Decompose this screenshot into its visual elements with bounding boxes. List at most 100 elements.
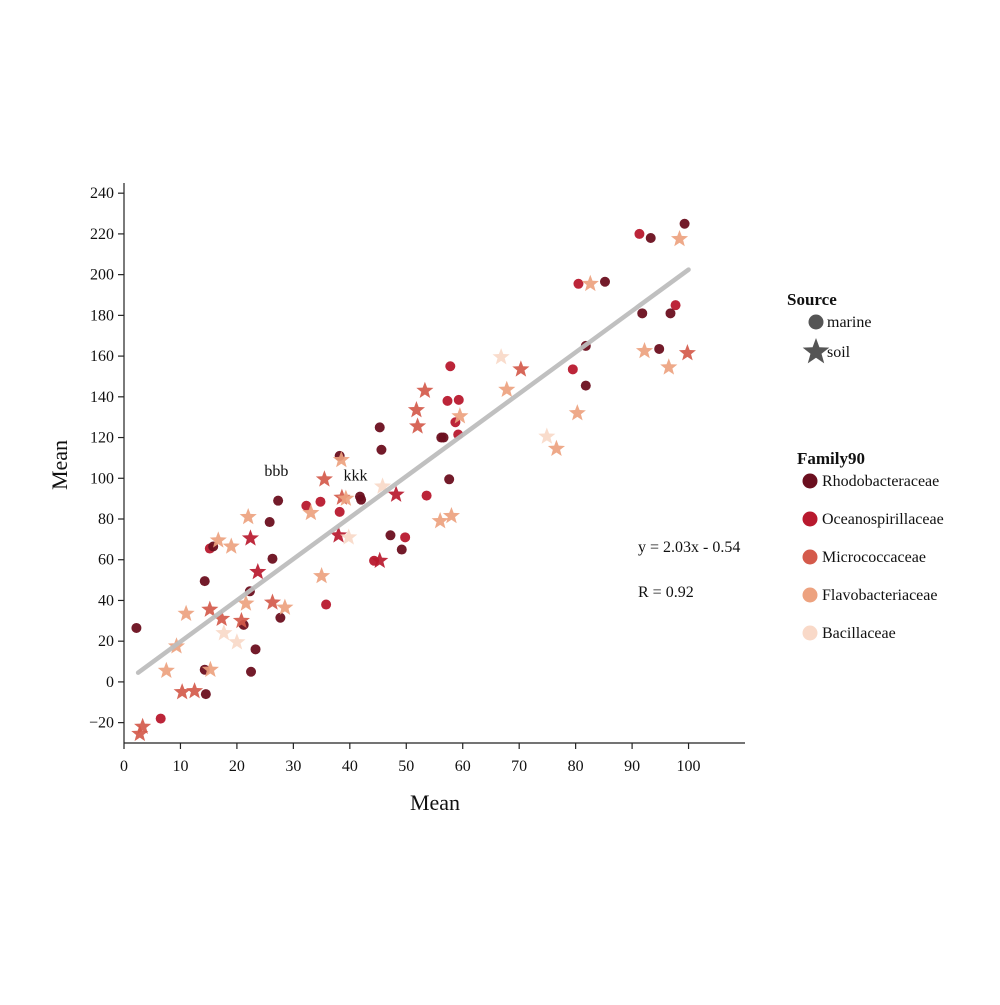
legend-swatch-icon bbox=[802, 473, 818, 489]
data-point-circle bbox=[273, 495, 284, 506]
data-point-circle bbox=[654, 343, 665, 354]
data-point-circle bbox=[637, 308, 648, 319]
y-tick-label: 40 bbox=[98, 592, 114, 609]
y-axis-title: Mean bbox=[47, 440, 72, 490]
y-tick-label: 160 bbox=[90, 348, 114, 365]
data-point-star bbox=[451, 407, 469, 424]
data-point-circle bbox=[645, 232, 656, 243]
data-point-star bbox=[315, 470, 333, 487]
x-tick-label: 0 bbox=[120, 758, 128, 775]
data-point-circle bbox=[131, 622, 142, 633]
x-tick-label: 30 bbox=[285, 758, 301, 775]
data-point-star bbox=[213, 609, 231, 627]
regression-equation: y = 2.03x - 0.54 bbox=[638, 539, 740, 556]
data-point-star bbox=[239, 507, 257, 525]
data-point-circle bbox=[438, 432, 449, 443]
legend-swatch-icon bbox=[802, 511, 818, 527]
data-point-star bbox=[442, 506, 460, 524]
data-point-star bbox=[173, 683, 191, 700]
data-point-star bbox=[512, 360, 530, 377]
data-point-star bbox=[232, 611, 250, 629]
x-tick-label: 100 bbox=[677, 758, 701, 775]
data-point-star bbox=[222, 537, 240, 554]
data-point-star bbox=[635, 342, 654, 359]
data-point-star bbox=[131, 724, 149, 742]
data-point-circle bbox=[665, 308, 676, 319]
y-axis-ticks: −20 0 20 40 60 80 100 120 140 160 180 200 220 240 bbox=[89, 185, 124, 732]
data-point-star bbox=[374, 477, 392, 494]
data-point-circle bbox=[396, 544, 407, 555]
data-point-star bbox=[249, 562, 267, 580]
correlation-label: R = 0.92 bbox=[638, 584, 694, 601]
data-point-star bbox=[177, 604, 195, 621]
legend-source-label: marine bbox=[827, 314, 871, 331]
legend-family-label: Micrococcaceae bbox=[822, 549, 926, 566]
data-point-circle bbox=[356, 494, 367, 505]
data-point-star bbox=[241, 529, 260, 546]
data-point-star bbox=[228, 633, 246, 650]
data-point-circle bbox=[155, 713, 166, 724]
data-point-star bbox=[568, 404, 586, 421]
legend-family-label: Oceanospirillaceae bbox=[822, 511, 944, 528]
data-point-circle bbox=[334, 506, 345, 517]
data-point-star bbox=[215, 624, 233, 641]
legend-swatch-icon bbox=[802, 587, 818, 603]
data-point-star bbox=[547, 439, 565, 457]
data-point-star bbox=[407, 401, 425, 418]
data-point-circle bbox=[580, 380, 591, 391]
legend-family-label: Flavobacteriaceae bbox=[822, 587, 937, 604]
data-point-circle bbox=[199, 576, 210, 587]
data-point-circle bbox=[634, 228, 645, 239]
data-point-star bbox=[337, 489, 355, 506]
data-point-circle bbox=[679, 218, 690, 229]
data-point-circle bbox=[250, 644, 261, 655]
legend-swatch-icon bbox=[802, 549, 818, 565]
x-tick-label: 60 bbox=[455, 758, 471, 775]
data-point-star bbox=[186, 682, 204, 699]
data-point-star bbox=[492, 348, 510, 365]
x-tick-label: 40 bbox=[342, 758, 358, 775]
y-tick-label: 220 bbox=[90, 226, 114, 243]
data-point-circle bbox=[670, 300, 681, 311]
data-point-circle bbox=[421, 490, 432, 501]
data-point-circle bbox=[374, 422, 385, 433]
legend-source-label: soil bbox=[827, 344, 851, 361]
legend-swatch-icon bbox=[802, 625, 818, 641]
data-point-circle bbox=[315, 496, 326, 507]
data-point-circle bbox=[267, 553, 278, 564]
data-point-circle bbox=[442, 395, 453, 406]
legend-source: Source marine soil bbox=[787, 290, 871, 364]
x-tick-label: 70 bbox=[511, 758, 527, 775]
axes: 0 10 20 30 40 50 60 70 80 90 100 −20 0 20 40 60 80 100 12… bbox=[89, 183, 745, 775]
data-point-star bbox=[409, 417, 427, 434]
legend-star-icon bbox=[802, 338, 830, 364]
data-point-circle bbox=[567, 364, 578, 375]
data-point-star bbox=[660, 358, 678, 375]
legend-source-title: Source bbox=[787, 290, 837, 309]
point-annotation: kkk bbox=[343, 467, 367, 484]
data-point-star bbox=[237, 594, 255, 611]
y-tick-label: −20 bbox=[89, 715, 114, 732]
data-point-star bbox=[302, 503, 320, 521]
y-tick-label: 80 bbox=[98, 511, 114, 528]
data-point-star bbox=[313, 567, 331, 584]
legend-family-label: Rhodobacteraceae bbox=[822, 473, 939, 490]
y-tick-label: 140 bbox=[90, 389, 114, 406]
data-point-star bbox=[416, 381, 434, 398]
data-point-circle bbox=[275, 612, 286, 623]
y-tick-label: 200 bbox=[90, 267, 114, 284]
legend-circle-icon bbox=[808, 314, 824, 330]
x-tick-label: 80 bbox=[568, 758, 584, 775]
x-tick-label: 50 bbox=[398, 758, 414, 775]
y-tick-label: 60 bbox=[98, 552, 114, 569]
data-point-circle bbox=[246, 666, 257, 677]
data-point-circle bbox=[445, 361, 456, 372]
data-point-star bbox=[157, 661, 175, 678]
x-tick-label: 20 bbox=[229, 758, 245, 775]
y-tick-label: 240 bbox=[90, 185, 114, 202]
point-annotation: bbb bbox=[264, 463, 288, 480]
legend-family: Family90 Rhodobacteraceae Oceanospirillac… bbox=[797, 449, 944, 642]
x-axis-ticks: 0 10 20 30 40 50 60 70 80 90 100 bbox=[120, 743, 701, 775]
legend-family-label: Bacillaceae bbox=[822, 625, 896, 642]
x-tick-label: 10 bbox=[172, 758, 188, 775]
